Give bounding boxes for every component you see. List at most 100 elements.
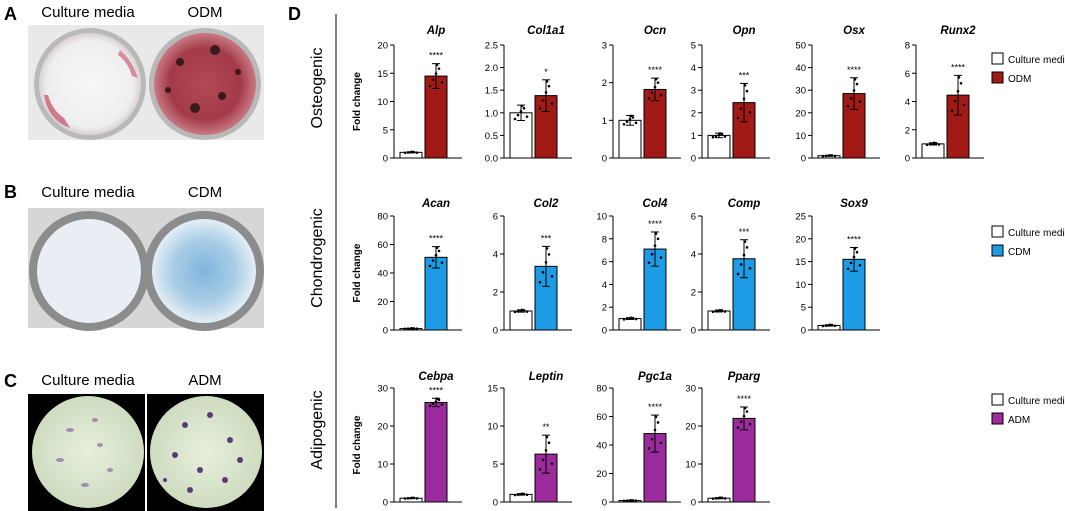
significance-label: **** xyxy=(648,65,663,75)
chart-ocn: 0 1 2 3 Ocn **** xyxy=(602,25,681,165)
y-tick-label: 4 xyxy=(691,250,696,261)
data-point xyxy=(739,107,743,110)
y-tick-label: 2.5 xyxy=(485,41,498,52)
data-point xyxy=(434,72,438,75)
chart-title: Acan xyxy=(421,198,450,210)
chart-title: Pgc1a xyxy=(638,371,672,383)
group-label: Chondrogenic xyxy=(309,208,326,308)
y-tick-label: 4 xyxy=(493,250,498,261)
chart-runx2: 0 2 4 6 8 Runx2 **** xyxy=(905,25,984,165)
data-point xyxy=(711,135,715,139)
chart-title: Col1a1 xyxy=(527,25,565,37)
data-point xyxy=(714,134,718,138)
chart-title: Runx2 xyxy=(940,25,976,37)
y-tick-label: 10 xyxy=(596,212,607,223)
data-point xyxy=(654,415,658,419)
data-point xyxy=(622,122,626,126)
bar-treatment xyxy=(732,417,756,503)
data-point xyxy=(403,327,407,331)
y-tick-label: 1.5 xyxy=(485,86,498,97)
data-point xyxy=(833,324,837,328)
data-point xyxy=(440,80,444,84)
bar-control xyxy=(618,119,642,159)
y-tick-label: 4 xyxy=(602,280,607,291)
panel-B-photo xyxy=(28,208,264,331)
significance-label: * xyxy=(544,67,548,77)
data-point xyxy=(550,462,554,465)
y-tick-label: 30 xyxy=(795,86,806,97)
y-tick-label: 20 xyxy=(377,422,388,433)
data-point xyxy=(711,497,715,500)
significance-label: **** xyxy=(648,219,663,229)
y-tick-label: 1.0 xyxy=(485,108,498,119)
data-point xyxy=(629,316,633,320)
data-point xyxy=(622,499,626,503)
data-point xyxy=(739,420,743,424)
chart-osx: 0 10 20 30 40 50 Osx **** xyxy=(795,25,880,165)
data-point xyxy=(629,499,633,502)
significance-label: **** xyxy=(951,62,966,72)
data-point xyxy=(428,84,432,88)
data-point xyxy=(403,151,407,155)
data-point xyxy=(739,263,743,266)
data-point xyxy=(659,441,663,445)
panel-A-photo xyxy=(28,25,264,140)
y-tick-label: 50 xyxy=(795,41,806,52)
legend-label-treatment: ODM xyxy=(1008,74,1031,85)
data-point xyxy=(714,309,718,313)
chart-col1a1: 0.0 0.5 1.0 1.5 2.0 2.5 Col1a1 * xyxy=(485,25,572,165)
y-tick-label: 0 xyxy=(383,154,388,165)
data-point xyxy=(745,410,749,413)
chart-sox9: 0 5 10 15 20 25 Sox9 **** xyxy=(795,198,880,337)
data-point xyxy=(545,435,549,439)
data-point xyxy=(631,499,635,502)
data-point xyxy=(516,493,520,496)
data-point xyxy=(720,309,724,312)
data-point xyxy=(541,458,545,462)
y-tick-label: 30 xyxy=(685,384,696,395)
group-label: Adipogenic xyxy=(309,390,326,469)
chart-title: Comp xyxy=(728,198,761,210)
significance-label: **** xyxy=(429,385,444,395)
chart-col2: 0 2 4 6 Col2 *** xyxy=(493,198,572,337)
data-point xyxy=(437,249,441,253)
panel-B-left-label: Culture media xyxy=(41,184,135,201)
data-point xyxy=(625,120,629,124)
data-point xyxy=(544,449,548,452)
y-tick-label: 0 xyxy=(493,326,498,337)
data-point xyxy=(538,106,542,110)
y-tick-label: 5 xyxy=(493,460,498,471)
data-point xyxy=(858,263,862,267)
panel-B-letter: B xyxy=(4,182,17,202)
chart-title: Opn xyxy=(733,25,756,37)
data-point xyxy=(415,327,419,331)
data-point xyxy=(415,151,419,154)
chart-cebpa: 0 10 20 30 Cebpa **** xyxy=(377,371,462,509)
y-tick-label: 80 xyxy=(377,212,388,223)
y-tick-label: 15 xyxy=(487,384,498,395)
data-point xyxy=(846,267,850,271)
data-point xyxy=(545,80,549,83)
data-point xyxy=(544,261,548,264)
data-point xyxy=(406,327,410,330)
y-tick-label: 0 xyxy=(905,154,910,165)
data-point xyxy=(516,310,520,313)
y-tick-label: 10 xyxy=(795,280,806,291)
data-point xyxy=(950,109,954,113)
y-tick-label: 0 xyxy=(602,498,607,509)
chart-title: Ocn xyxy=(644,25,666,37)
data-point xyxy=(852,89,856,92)
data-point xyxy=(853,247,857,250)
y-tick-label: 2 xyxy=(905,125,910,136)
data-point xyxy=(631,316,635,320)
data-point xyxy=(833,154,837,158)
data-point xyxy=(403,497,407,500)
data-point xyxy=(656,421,660,424)
data-point xyxy=(522,492,526,496)
chart-title: Leptin xyxy=(529,371,564,383)
data-point xyxy=(959,81,963,85)
y-tick-label: 5 xyxy=(383,125,388,136)
legend-swatch-control xyxy=(991,52,1004,65)
data-point xyxy=(748,110,752,114)
data-point xyxy=(428,404,432,408)
